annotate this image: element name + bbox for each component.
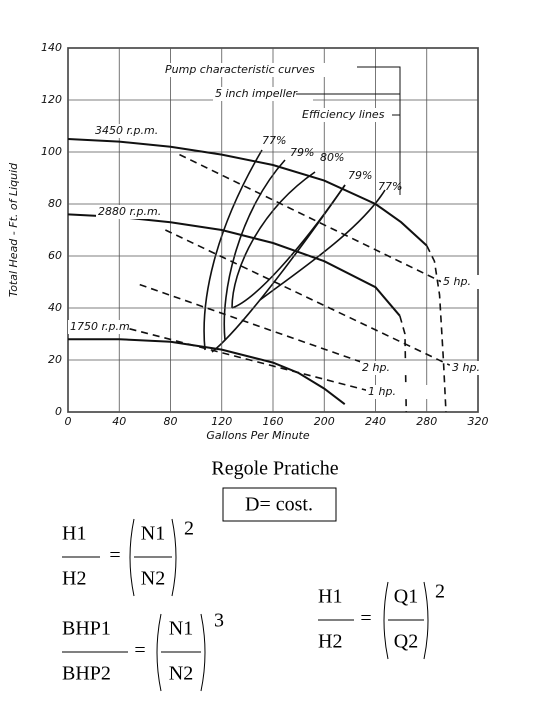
exponent: 2 xyxy=(435,581,445,603)
y-tick-label: 140 xyxy=(41,41,62,54)
fraction-denominator: N2 xyxy=(141,568,165,590)
efficiency-curve xyxy=(231,184,346,309)
label-bg xyxy=(96,205,158,219)
efficiency-curve xyxy=(203,149,263,351)
annotation: 5 inch impeller xyxy=(215,87,298,100)
series-label: 3450 r.p.m. xyxy=(95,124,158,137)
fraction-numerator: Q1 xyxy=(394,586,418,608)
annotation: 79% xyxy=(290,146,314,159)
series-line xyxy=(399,315,408,413)
fraction-numerator: H1 xyxy=(62,523,86,545)
exponent: 2 xyxy=(184,518,194,540)
efficiency-curve xyxy=(223,159,286,341)
efficiency-curve xyxy=(231,171,316,309)
fraction-numerator: H1 xyxy=(318,586,342,608)
y-tick-label: 80 xyxy=(48,197,62,210)
y-tick-label: 60 xyxy=(48,249,62,262)
fraction-denominator: BHP2 xyxy=(62,663,111,685)
series-label: 2 hp. xyxy=(362,361,390,374)
x-tick-label: 0 xyxy=(65,415,72,428)
fraction-numerator: N1 xyxy=(169,618,193,640)
annotation: 80% xyxy=(320,151,344,164)
x-tick-label: 120 xyxy=(211,415,232,428)
annotation: Pump characteristic curves xyxy=(165,63,315,76)
series-line xyxy=(129,328,371,392)
parenthesis xyxy=(383,581,429,660)
boxed-note: D= cost. xyxy=(245,494,313,516)
series-line xyxy=(68,338,346,405)
annotation: Efficiency lines xyxy=(302,108,385,121)
x-tick-label: 160 xyxy=(263,415,284,428)
annotation: 77% xyxy=(262,134,286,147)
x-tick-label: 320 xyxy=(468,415,489,428)
y-tick-label: 40 xyxy=(48,301,62,314)
exponent: 3 xyxy=(214,610,224,632)
note-box xyxy=(222,487,337,522)
fraction-denominator: H2 xyxy=(318,631,342,653)
y-tick-label: 0 xyxy=(55,405,62,418)
fraction-denominator: Q2 xyxy=(394,631,418,653)
y-tick-label: 20 xyxy=(48,353,62,366)
y-axis-label: Total Head - Ft. of Liquid xyxy=(7,162,20,297)
label-bg xyxy=(213,87,313,101)
series-label: 1 hp. xyxy=(368,385,396,398)
series-label: 2880 r.p.m. xyxy=(98,205,161,218)
parenthesis xyxy=(129,518,177,597)
series-line xyxy=(67,138,428,247)
label-bg xyxy=(93,124,155,138)
annotation: 77% xyxy=(378,180,402,193)
doc-title: Regole Pratiche xyxy=(211,458,338,480)
label-bg xyxy=(163,63,353,77)
label-bg xyxy=(360,361,422,375)
label-bg xyxy=(68,320,130,334)
efficiency-curves xyxy=(203,149,386,353)
label-bg xyxy=(300,108,400,122)
x-axis-label: Gallons Per Minute xyxy=(206,429,310,442)
y-tick-label: 100 xyxy=(41,145,62,158)
parenthesis xyxy=(156,613,206,692)
series-label: 5 hp. xyxy=(443,275,471,288)
label-bg xyxy=(366,385,428,399)
x-tick-label: 40 xyxy=(112,415,126,428)
fraction-numerator: BHP1 xyxy=(62,618,111,640)
x-tick-label: 240 xyxy=(365,415,386,428)
x-tick-label: 200 xyxy=(314,415,335,428)
x-tick-label: 280 xyxy=(416,415,437,428)
series-line xyxy=(179,153,448,286)
series-label: 3 hp. xyxy=(452,361,480,374)
annotation: 79% xyxy=(348,169,372,182)
fraction-denominator: H2 xyxy=(62,568,86,590)
x-tick-label: 80 xyxy=(164,415,178,428)
label-bg xyxy=(441,275,503,289)
series-label: 1750 r.p.m. xyxy=(70,320,133,333)
equals-sign: = xyxy=(360,608,371,630)
series-line xyxy=(139,283,371,366)
leader-line xyxy=(296,66,401,195)
equals-sign: = xyxy=(134,640,145,662)
series-line xyxy=(165,229,451,366)
equals-sign: = xyxy=(109,545,120,567)
fraction-denominator: N2 xyxy=(169,663,193,685)
fraction-numerator: N1 xyxy=(141,523,165,545)
label-bg xyxy=(450,361,512,375)
series-line xyxy=(426,245,447,413)
y-tick-label: 120 xyxy=(41,93,62,106)
